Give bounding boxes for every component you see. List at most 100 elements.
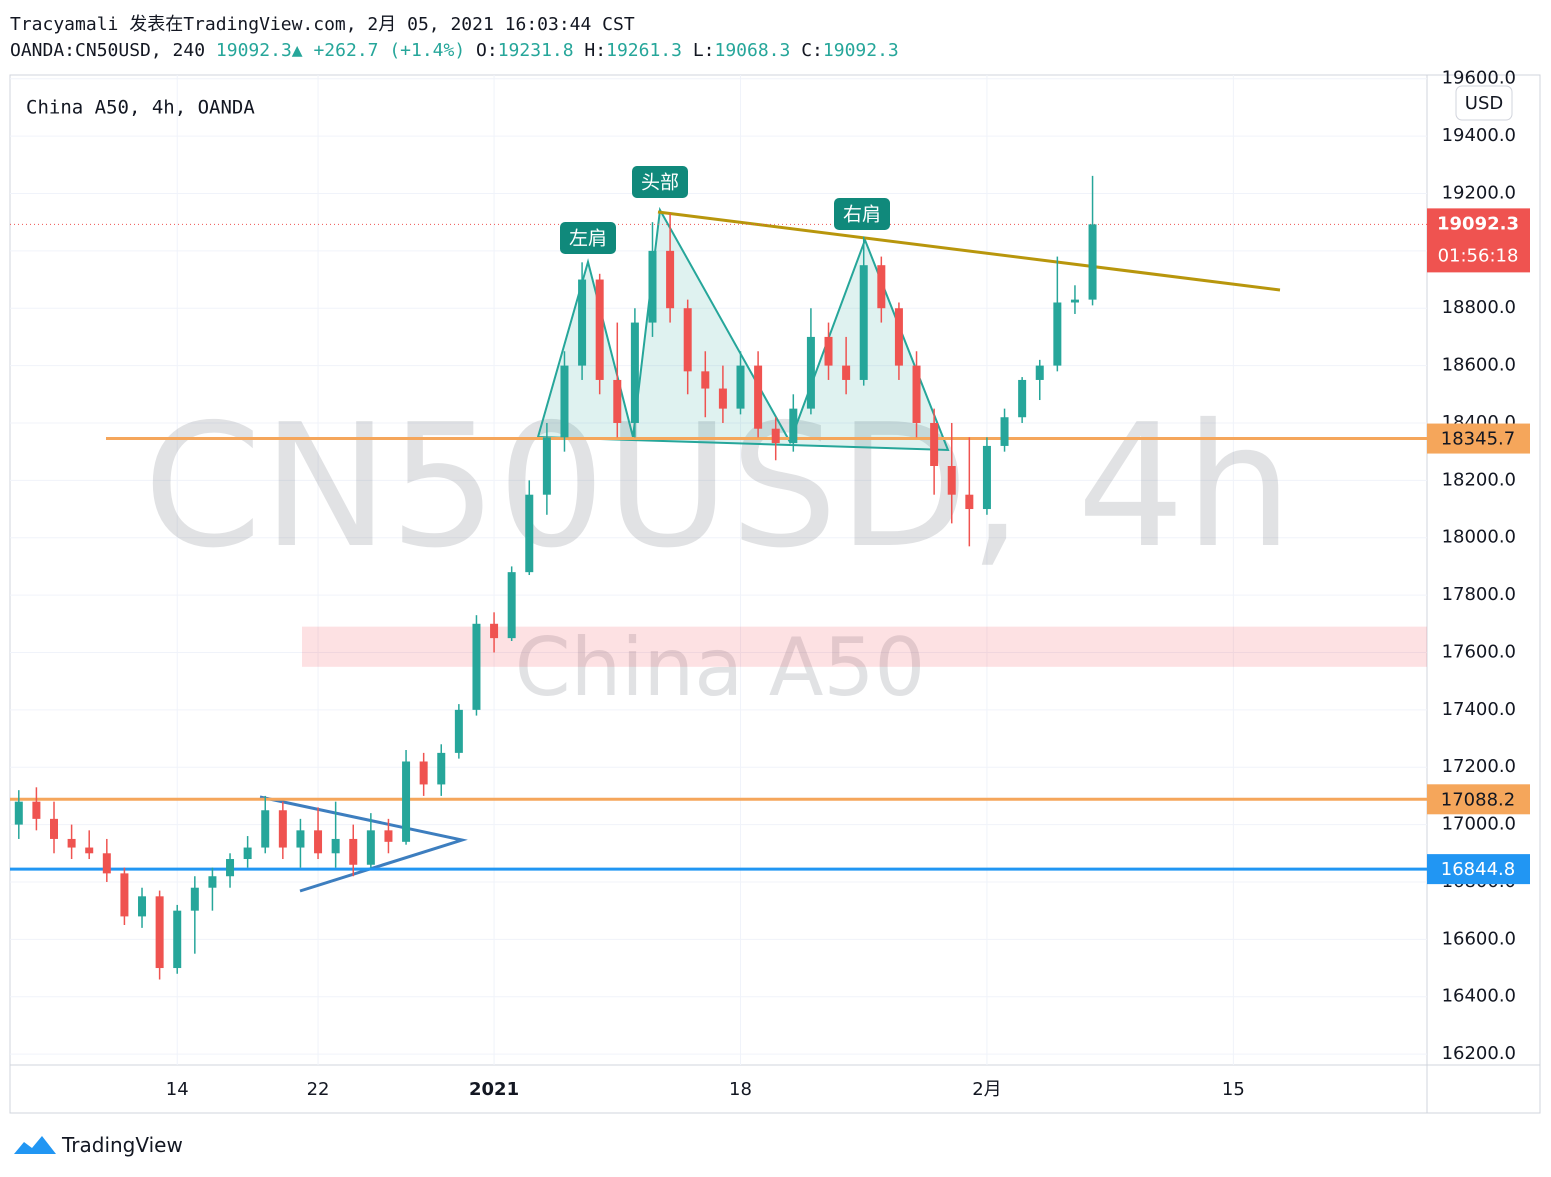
y-tick-label: 19600.0 [1442,68,1516,89]
price-label: 18345.7 [1441,429,1515,450]
annotation-right: 右肩 [834,198,890,230]
annotation: 左肩 [569,228,607,250]
annotation: 右肩 [843,204,881,226]
y-tick-label: 17400.0 [1442,699,1516,720]
candle-body [366,830,375,865]
candle-body [331,838,340,854]
annotation-left: 左肩 [560,222,616,254]
last: 19092.3 [215,40,292,61]
y-tick-label: 18200.0 [1442,469,1516,490]
candle-body [947,466,956,495]
candle-body [560,365,569,438]
x-tick-label: 22 [307,1079,330,1100]
candle-body [525,494,534,573]
x-tick-label: 18 [729,1079,752,1100]
candle-body [1053,302,1062,366]
currency-box [1455,85,1513,121]
candle-body [437,752,446,785]
candle-body [490,623,499,639]
candle-body [683,308,692,372]
candle-body [85,847,94,854]
y-tick-label: 17200.0 [1442,756,1516,777]
candle-body [226,859,235,877]
y-tick-label: 18800.0 [1442,297,1516,318]
price-label: 17088.2 [1441,789,1515,810]
l-label: L: [692,40,715,61]
zone [302,626,1427,667]
candle-body [243,847,252,860]
candle-body [965,494,974,510]
candle-body [138,896,147,917]
candle-body [842,365,851,380]
triangle [259,795,468,893]
candle-body [296,830,305,848]
candle-body [894,308,903,366]
candle-body [754,365,763,429]
o: 19231.8 [497,40,574,61]
brand-text: TradingView [62,1133,183,1157]
candle-body [1018,379,1027,418]
candle-body [472,623,481,710]
candle-body [349,838,358,865]
candle-body [32,801,41,819]
last-price-bg [1427,208,1530,273]
candle-body [595,279,604,380]
candle-body [701,371,710,389]
brand-logo [14,1136,56,1154]
y-tick-label: 17800.0 [1442,584,1516,605]
l: 19068.3 [714,40,791,61]
legend: China A50, 4h, OANDA [26,97,255,119]
price-label-bg [1427,854,1530,885]
candle-body [666,250,675,309]
candle-body [1070,299,1079,303]
candle-body [630,322,639,423]
candle-body [454,709,463,753]
brand: TradingView [12,1132,183,1158]
price-label-bg [1427,784,1530,815]
trend-line [657,210,1281,292]
candle-body [1088,224,1097,300]
candle-body [155,896,164,969]
author-line: Tracyamali 发表在TradingView.com, 2月 05, 20… [10,14,635,35]
candle-body [613,379,622,423]
last-price: 19092.3 [1437,213,1519,234]
x-tick-label: 15 [1222,1079,1245,1100]
x-tick-label: 2月 [972,1079,1001,1100]
candle-body [1000,417,1009,446]
symbol-line: OANDA:CN50USD, 240 19092.3▲ +262.7 (+1.4… [10,40,899,61]
o-label: O: [476,40,498,61]
y-tick-label: 16600.0 [1442,928,1516,949]
y-tick-label: 19200.0 [1442,182,1516,203]
x-tick-label: 2021 [469,1079,519,1100]
change: +262.7 (+1.4%) [313,40,466,61]
candle-body [402,761,411,842]
candle-body [208,876,217,888]
candle-body [648,250,657,323]
h-label: H: [584,40,607,61]
y-tick-label: 18600.0 [1442,355,1516,376]
annotation: 头部 [641,172,679,194]
price-label: 16844.8 [1441,859,1515,880]
candle-body [314,830,323,854]
watermark: CN50USD, 4h [143,388,1292,586]
candle-body [736,365,745,409]
candle-body [718,388,727,409]
candle-body [859,265,868,380]
price-label-bg [1427,423,1530,454]
watermark-sub: China A50 [515,621,925,714]
h: 19261.3 [606,40,682,61]
y-tick-label: 18000.0 [1442,527,1516,548]
candle-body [190,887,199,911]
candle-body [261,810,270,848]
candle-body [824,336,833,366]
candle-body [877,265,886,309]
candle-body [930,422,939,467]
frame [9,74,1541,1114]
c-label: C: [801,40,823,61]
y-tick-label: 16200.0 [1442,1043,1516,1064]
y-tick-label: 16400.0 [1442,986,1516,1007]
candle-body [384,830,393,842]
x-tick-label: 14 [166,1079,189,1100]
